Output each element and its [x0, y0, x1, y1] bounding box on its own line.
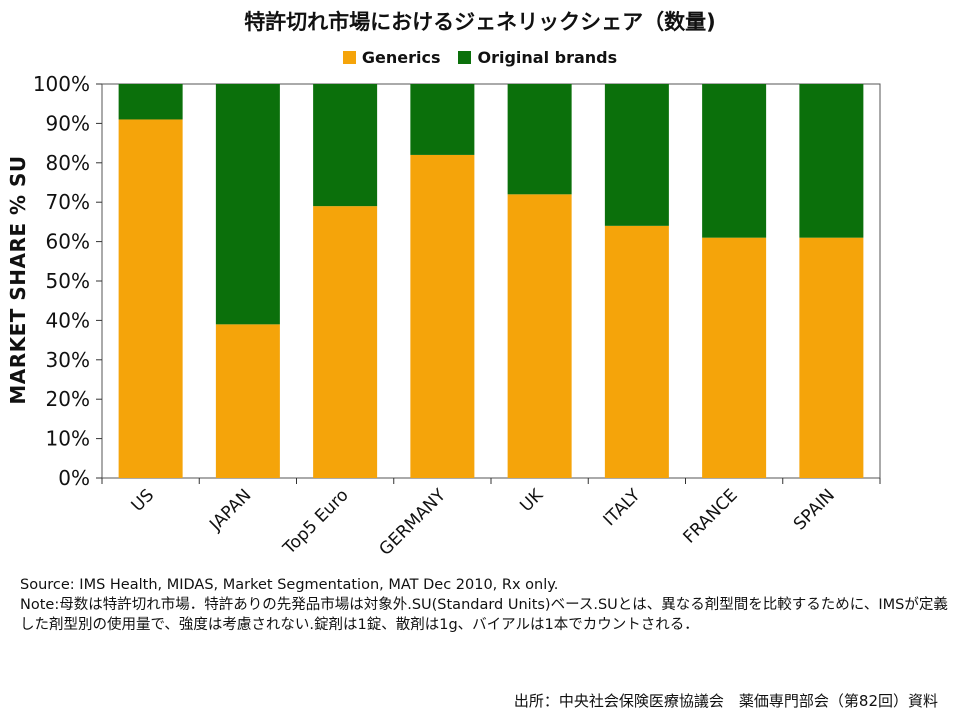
- bar-generics-us: [118, 119, 183, 479]
- bar-original-brands-spain: [799, 84, 864, 238]
- notes: Source: IMS Health, MIDAS, Market Segmen…: [20, 575, 950, 635]
- x-tick-label: ITALY: [600, 485, 645, 530]
- x-tick-label: US: [128, 485, 159, 516]
- bar-original-brands-top5-euro: [313, 84, 378, 207]
- legend-swatch-original-brands: [458, 51, 472, 64]
- legend-swatch-generics: [342, 51, 356, 64]
- x-tick-label: SPAIN: [790, 485, 839, 534]
- x-tick-label: JAPAN: [205, 485, 255, 535]
- y-tick-label: 60%: [46, 230, 90, 254]
- footer-citation: 出所：中央社会保険医療協議会 薬価専門部会（第82回）資料: [513, 692, 938, 710]
- bar-generics-uk: [507, 194, 572, 478]
- bar-original-brands-us: [118, 84, 183, 120]
- bar-generics-italy: [604, 225, 669, 478]
- bar-generics-france: [702, 237, 767, 478]
- bar-generics-japan: [215, 324, 280, 478]
- legend-label-original-brands: Original brands: [477, 48, 618, 67]
- chart-title: 特許切れ市場におけるジェネリックシェア（数量): [244, 10, 716, 34]
- legend-item-generics: Generics: [342, 48, 441, 67]
- y-tick-label: 20%: [46, 387, 90, 411]
- y-tick-label: 50%: [46, 269, 90, 293]
- legend: Generics Original brands: [0, 48, 960, 67]
- bar-generics-germany: [410, 154, 475, 479]
- bar-original-brands-uk: [507, 84, 572, 195]
- x-tick-label: UK: [516, 485, 547, 516]
- y-tick-label: 30%: [46, 348, 90, 372]
- bar-generics-top5-euro: [313, 206, 378, 478]
- bar-generics-spain: [799, 237, 864, 478]
- y-tick-label: 90%: [46, 111, 90, 135]
- y-tick-label: 10%: [46, 427, 90, 451]
- chart-svg: 0% 10% 20% 30% 40% 50% 60% 70% 80% 90% 100% US JAPAN…: [33, 72, 881, 560]
- x-tick-label: GERMANY: [376, 485, 451, 560]
- bar-original-brands-france: [702, 84, 767, 238]
- y-tick-label: 100%: [33, 72, 90, 96]
- explanatory-note: Note:母数は特許切れ市場．特許ありの先発品市場は対象外.SU(Standar…: [20, 597, 948, 633]
- bar-original-brands-germany: [410, 84, 475, 155]
- x-tick-label: Top5 Euro: [279, 485, 353, 559]
- y-tick-label: 0%: [58, 466, 90, 490]
- bar-original-brands-italy: [604, 84, 669, 226]
- source-note: Source: IMS Health, MIDAS, Market Segmen…: [20, 577, 559, 593]
- y-tick-label: 70%: [46, 190, 90, 214]
- legend-label-generics: Generics: [361, 48, 441, 67]
- y-tick-label: 80%: [46, 151, 90, 175]
- bar-original-brands-japan: [215, 84, 280, 325]
- legend-item-original-brands: Original brands: [458, 48, 617, 67]
- y-tick-label: 40%: [46, 308, 90, 332]
- x-tick-label: FRANCE: [680, 485, 742, 547]
